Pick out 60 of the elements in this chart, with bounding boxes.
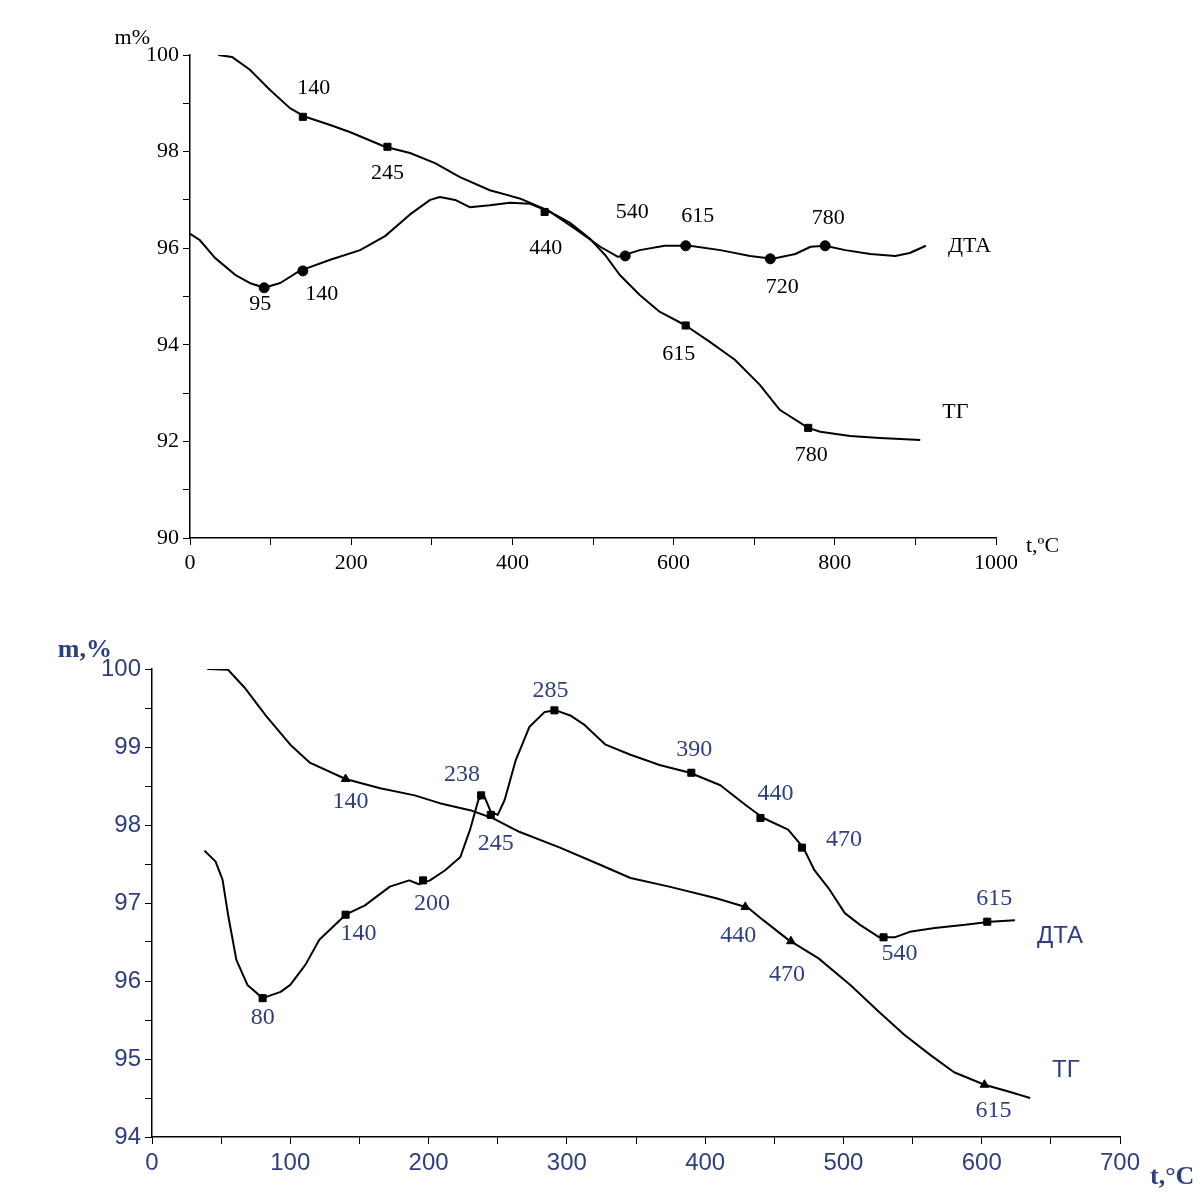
y-axis-title: m% bbox=[114, 23, 150, 49]
annotation: 470 bbox=[768, 959, 805, 986]
x-tick-label: 400 bbox=[685, 1147, 726, 1175]
y-tick-label: 90 bbox=[157, 523, 179, 549]
annotation: 140 bbox=[297, 73, 331, 99]
point bbox=[550, 706, 559, 715]
annotation: 245 bbox=[370, 158, 404, 184]
y-tick-label: 98 bbox=[114, 809, 141, 837]
x-tick-label: 800 bbox=[818, 548, 852, 574]
annotation: 95 bbox=[249, 289, 272, 315]
annotation: 780 bbox=[794, 440, 828, 466]
annotation: 140 bbox=[340, 919, 377, 945]
series-label: ДТА bbox=[947, 231, 992, 257]
annotation: 140 bbox=[332, 787, 369, 814]
annotation: 245 bbox=[477, 829, 514, 856]
annotation: 440 bbox=[720, 921, 757, 948]
series-label: ДТА bbox=[1036, 920, 1084, 948]
y-tick-label: 98 bbox=[157, 137, 179, 163]
y-tick-label: 97 bbox=[114, 887, 141, 915]
x-tick-label: 200 bbox=[408, 1147, 449, 1175]
x-tick-label: 400 bbox=[495, 548, 529, 574]
x-tick-label: 100 bbox=[270, 1147, 311, 1175]
x-tick-label: 0 bbox=[145, 1147, 159, 1175]
x-axis-title: t,°C bbox=[1150, 1160, 1195, 1190]
annotation: 285 bbox=[532, 675, 569, 702]
annotation: 238 bbox=[444, 759, 481, 786]
annotation: 440 bbox=[529, 233, 563, 259]
series-label: ТГ bbox=[1052, 1054, 1080, 1082]
x-tick-label: 600 bbox=[657, 548, 691, 574]
annotation: 200 bbox=[414, 888, 451, 915]
annotation: 540 bbox=[881, 938, 918, 965]
x-tick-label: 500 bbox=[823, 1147, 864, 1175]
annotation: 615 bbox=[662, 340, 696, 366]
annotation: 615 bbox=[681, 201, 715, 227]
annotation: 720 bbox=[765, 272, 799, 298]
y-tick-label: 94 bbox=[114, 1121, 141, 1149]
x-tick-label: 700 bbox=[1099, 1147, 1141, 1175]
annotation: 80 bbox=[250, 1003, 275, 1030]
x-tick-label: 200 bbox=[334, 548, 368, 574]
annotation: 470 bbox=[825, 824, 862, 851]
x-tick-label: 300 bbox=[546, 1147, 587, 1175]
y-tick-label: 96 bbox=[114, 965, 141, 993]
annotation: 390 bbox=[676, 735, 713, 762]
annotation: 615 bbox=[976, 884, 1013, 911]
x-tick-label: 1000 bbox=[974, 548, 1018, 574]
y-tick-label: 92 bbox=[157, 427, 179, 453]
y-tick-label: 94 bbox=[157, 330, 179, 356]
y-tick-label: 96 bbox=[157, 233, 179, 259]
y-tick-label: 99 bbox=[114, 731, 141, 759]
annotation: 615 bbox=[975, 1096, 1012, 1123]
x-tick-label: 0 bbox=[184, 548, 196, 574]
annotation: 540 bbox=[615, 197, 649, 223]
point bbox=[879, 933, 888, 942]
x-axis-title: t,ºC bbox=[1026, 531, 1060, 557]
y-tick-label: 95 bbox=[114, 1043, 141, 1071]
annotation: 440 bbox=[757, 779, 794, 806]
x-tick-label: 600 bbox=[961, 1147, 1002, 1175]
series-label: ТГ bbox=[942, 397, 969, 423]
annotation: 140 bbox=[305, 279, 339, 305]
annotation: 780 bbox=[811, 203, 845, 229]
